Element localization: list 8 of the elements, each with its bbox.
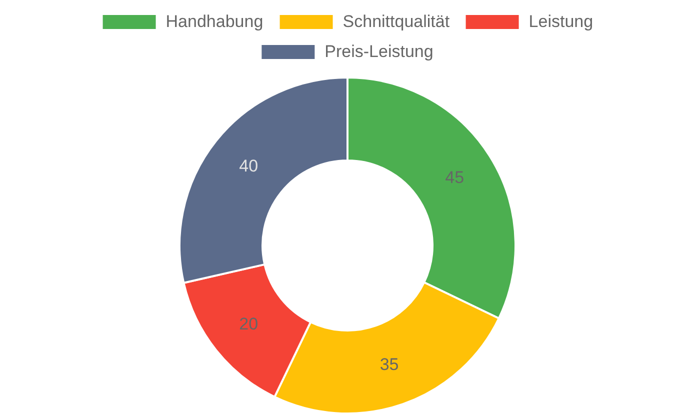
data-label: 20 xyxy=(239,314,258,334)
legend-label: Handhabung xyxy=(166,12,264,31)
data-label: 35 xyxy=(380,354,399,374)
legend-label: Preis-Leistung xyxy=(324,42,434,61)
data-label: 45 xyxy=(445,168,464,188)
data-label: 40 xyxy=(239,156,258,176)
legend-label: Leistung xyxy=(528,12,594,31)
legend-label: Schnittqualität xyxy=(342,12,450,31)
